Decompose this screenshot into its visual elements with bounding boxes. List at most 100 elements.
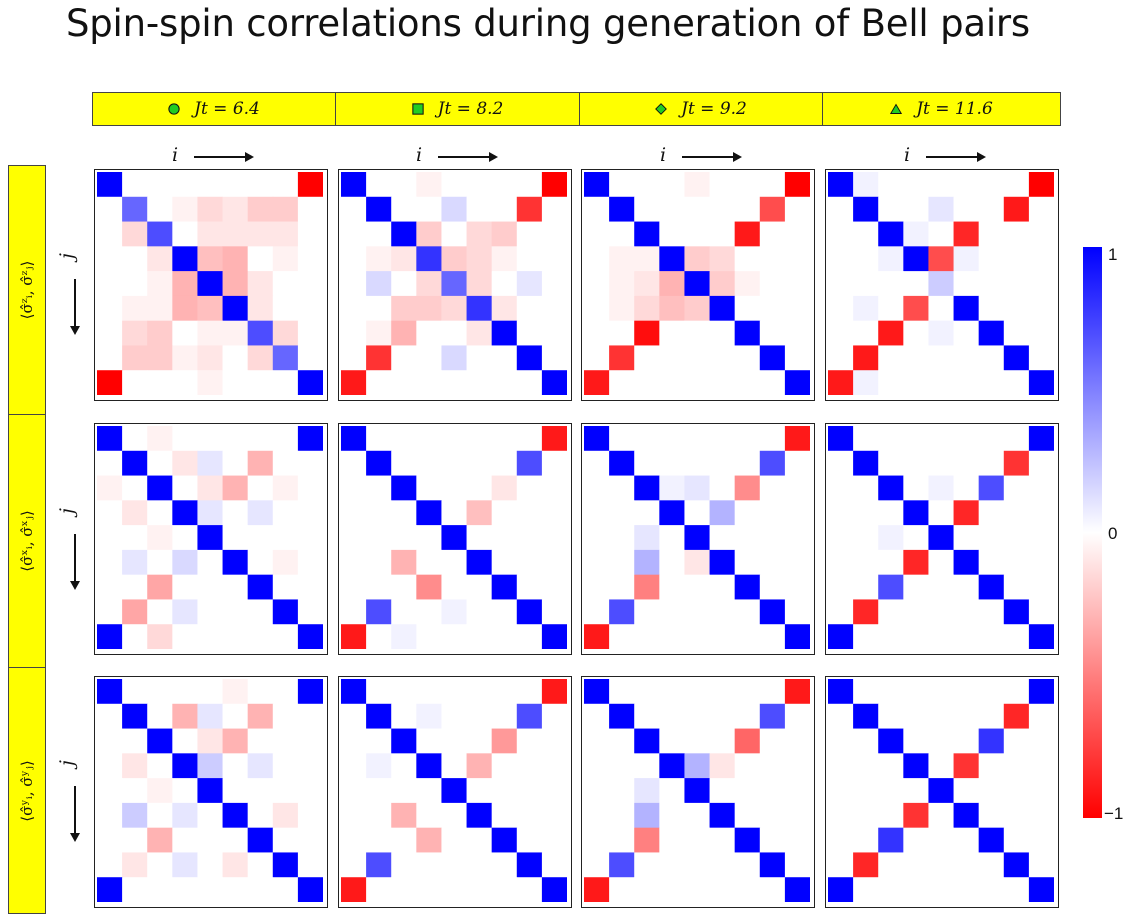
- heatmap-cell-8-3: [416, 877, 442, 902]
- heatmap-cell-7-7: [272, 345, 299, 371]
- heatmap-cell-8-4: [441, 370, 467, 395]
- heatmap-cell-3-7: [1003, 246, 1030, 272]
- heatmap-cell-3-7: [1003, 753, 1030, 779]
- right-arrow-icon: [682, 153, 742, 161]
- heatmap-cell-3-3: [416, 246, 442, 272]
- heatmap-cell-4-4: [441, 271, 467, 297]
- heatmap-cell-3-6: [734, 500, 761, 526]
- heatmap-cell-0-1: [853, 426, 879, 452]
- heatmap-cell-6-3: [659, 574, 685, 600]
- heatmap-cell-8-8: [297, 877, 323, 902]
- heatmap-cell-6-2: [147, 574, 173, 600]
- heatmap-cell-1-6: [734, 196, 761, 222]
- heatmap-cell-5-0: [341, 549, 367, 576]
- heatmap-cell-4-6: [247, 778, 274, 804]
- heatmap-cell-4-7: [759, 525, 786, 551]
- heatmap-cell-4-1: [609, 271, 635, 297]
- heatmap-cell-7-0: [584, 852, 610, 878]
- heatmap-cell-3-5: [466, 500, 493, 526]
- column-header-4: Jt = 11.6: [822, 92, 1061, 126]
- colorbar-max-label: 1: [1108, 245, 1118, 264]
- heatmap-cell-6-4: [197, 320, 223, 346]
- heatmap-cell-8-5: [222, 624, 249, 649]
- heatmap-cell-0-8: [784, 172, 810, 198]
- heatmap-cell-6-0: [584, 574, 610, 600]
- heatmap-cell-0-5: [953, 172, 980, 198]
- down-arrow-icon: [71, 534, 79, 590]
- heatmap-cell-6-5: [709, 574, 736, 600]
- heatmap-cell-4-1: [366, 525, 392, 551]
- heatmap-cell-1-6: [247, 196, 274, 222]
- heatmap-cell-0-2: [391, 426, 417, 452]
- heatmap-cell-4-8: [784, 271, 810, 297]
- heatmap-cell-4-8: [297, 778, 323, 804]
- heatmap-cell-0-7: [1003, 679, 1030, 705]
- heatmap-cell-2-8: [297, 475, 323, 501]
- heatmap-cell-8-7: [272, 877, 299, 902]
- heatmap-cell-1-4: [684, 450, 710, 476]
- heatmap-cell-7-3: [659, 345, 685, 371]
- heatmap-cell-8-1: [366, 370, 392, 395]
- heatmap-cell-3-8: [784, 500, 810, 526]
- heatmap-cell-4-2: [147, 525, 173, 551]
- heatmap-cell-1-8: [297, 450, 323, 476]
- heatmap-cell-0-3: [659, 426, 685, 452]
- heatmap-cell-1-0: [341, 450, 367, 476]
- heatmap-cell-4-0: [97, 271, 123, 297]
- j-axis-label: j: [56, 752, 90, 852]
- heatmap-cell-0-4: [684, 426, 710, 452]
- heatmap-cell-3-6: [734, 246, 761, 272]
- heatmap-cell-6-7: [516, 827, 543, 853]
- heatmap-cell-2-1: [853, 475, 879, 501]
- heatmap-cell-2-1: [122, 221, 148, 247]
- heatmap-cell-3-4: [197, 500, 223, 526]
- heatmap-cell-2-0: [828, 728, 854, 754]
- heatmap-cell-0-8: [541, 679, 567, 705]
- heatmap-cell-4-6: [491, 271, 518, 297]
- heatmap-cell-6-6: [978, 574, 1005, 600]
- heatmap-cell-0-2: [391, 679, 417, 705]
- heatmap-cell-5-3: [416, 549, 442, 576]
- heatmap-cell-2-6: [491, 475, 518, 501]
- heatmap-cell-7-6: [491, 599, 518, 625]
- heatmap-cell-8-4: [441, 624, 467, 649]
- heatmap-cell-2-5: [222, 728, 249, 754]
- heatmap-cell-2-0: [584, 221, 610, 247]
- heatmap-cell-2-4: [197, 475, 223, 501]
- heatmap-cell-4-2: [878, 525, 904, 551]
- heatmap-cell-6-4: [684, 320, 710, 346]
- heatmap-cell-1-3: [659, 450, 685, 476]
- heatmap-cell-1-0: [828, 703, 854, 729]
- heatmap-cell-2-5: [466, 221, 493, 247]
- heatmap-cell-7-0: [97, 599, 123, 625]
- heatmap-cell-5-0: [341, 295, 367, 322]
- heatmap-cell-6-0: [97, 827, 123, 853]
- heatmap-cell-1-4: [197, 196, 223, 222]
- heatmap-cell-5-4: [197, 295, 223, 322]
- heatmap-cell-2-7: [759, 221, 786, 247]
- heatmap-cell-7-4: [197, 599, 223, 625]
- heatmap-cell-8-2: [878, 370, 904, 395]
- heatmap-cell-3-7: [759, 753, 786, 779]
- heatmap-cell-8-5: [466, 624, 493, 649]
- heatmap-cell-4-2: [878, 271, 904, 297]
- heatmap-cell-0-0: [584, 172, 610, 198]
- column-label: Jt = 6.4: [194, 99, 260, 119]
- heatmap-cell-3-3: [903, 753, 929, 779]
- heatmap-cell-8-1: [609, 370, 635, 395]
- heatmap-cell-3-6: [978, 246, 1005, 272]
- triangle-marker-icon: [890, 103, 903, 114]
- heatmap-cell-6-1: [853, 574, 879, 600]
- heatmap-cell-5-0: [828, 802, 854, 829]
- heatmap-cell-4-1: [366, 778, 392, 804]
- heatmap-cell-0-3: [659, 172, 685, 198]
- heatmap-cell-0-7: [272, 426, 299, 452]
- page-title: Spin-spin correlations during generation…: [65, 2, 1030, 45]
- heatmap-cell-7-8: [784, 852, 810, 878]
- heatmap-cell-3-0: [584, 500, 610, 526]
- heatmap-cell-7-3: [416, 852, 442, 878]
- heatmap-cell-6-2: [147, 320, 173, 346]
- heatmap-cell-7-1: [122, 599, 148, 625]
- heatmap-cell-8-0: [341, 370, 367, 395]
- heatmap-cell-6-5: [953, 574, 980, 600]
